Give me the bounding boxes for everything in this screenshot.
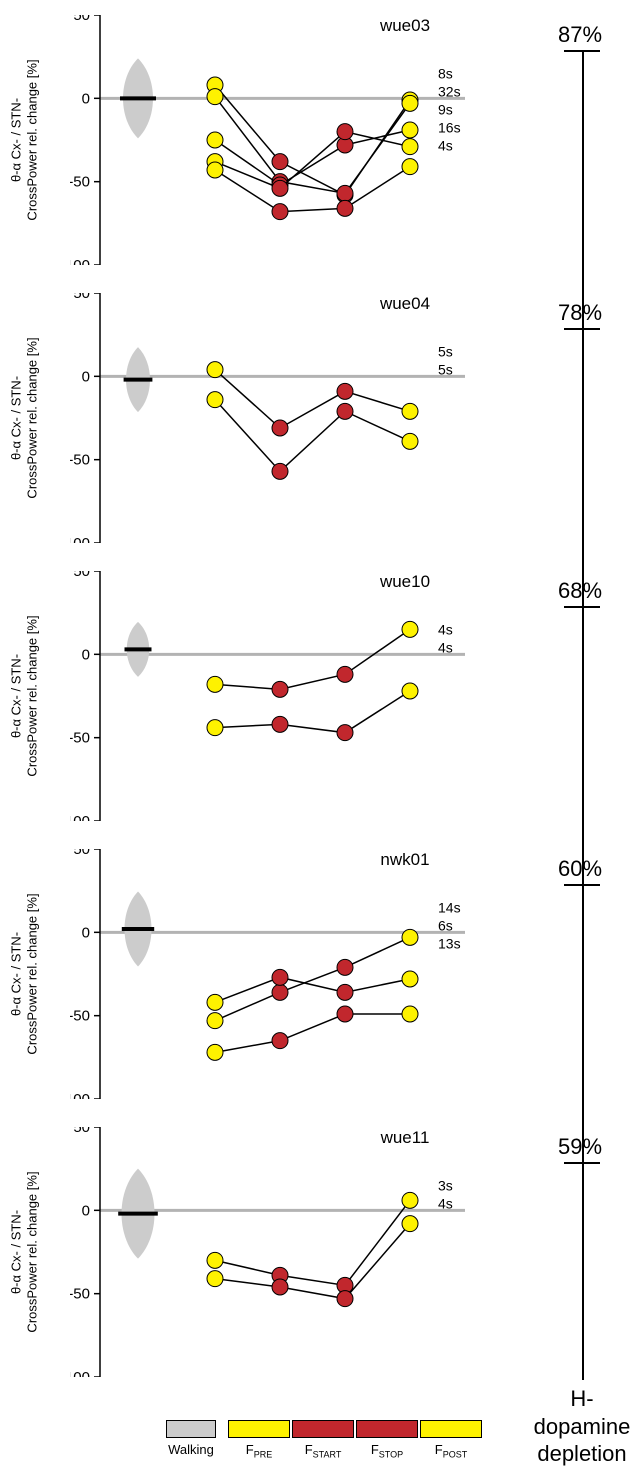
svg-text:14s: 14s	[438, 899, 461, 915]
y-axis-label: θ-α Cx- / STN-CrossPower rel. change [%]	[8, 40, 39, 240]
svg-text:-50: -50	[70, 1008, 90, 1025]
dopamine-pct-wue10: 68%	[530, 578, 630, 604]
svg-text:wue03: wue03	[379, 16, 430, 35]
dopamine-tick	[564, 50, 600, 52]
svg-text:5s: 5s	[438, 343, 453, 359]
svg-text:32s: 32s	[438, 83, 461, 99]
panel-wue11: 50 0 -50 -100 3s 4s wue11	[70, 1127, 465, 1377]
dopamine-axis-label: H-dopaminedepletion	[517, 1385, 633, 1468]
panel-plot: 50 0 -50 -100 4s 4s wue10	[70, 571, 465, 821]
svg-text:3s: 3s	[438, 1177, 453, 1193]
svg-text:50: 50	[73, 1127, 90, 1136]
svg-text:0: 0	[82, 1202, 90, 1219]
svg-text:-50: -50	[70, 174, 90, 191]
legend-label: FSTOP	[356, 1442, 418, 1460]
svg-text:0: 0	[82, 924, 90, 941]
legend-label: FSTART	[292, 1442, 354, 1460]
panel-plot: 50 0 -50 -100 5s 5s wue04	[70, 293, 465, 543]
legend-box-walking	[166, 1420, 216, 1438]
svg-text:-100: -100	[70, 257, 90, 265]
svg-text:-50: -50	[70, 452, 90, 469]
dopamine-axis	[582, 50, 584, 1380]
svg-text:0: 0	[82, 646, 90, 663]
legend-label: FPOST	[420, 1442, 482, 1460]
legend-label: Walking	[166, 1442, 216, 1457]
svg-text:wue11: wue11	[380, 1128, 430, 1147]
dopamine-pct-wue11: 59%	[530, 1134, 630, 1160]
svg-text:-50: -50	[70, 730, 90, 747]
svg-text:-100: -100	[70, 1369, 90, 1377]
dopamine-tick	[564, 1162, 600, 1164]
legend-box-f_stop	[356, 1420, 418, 1438]
dopamine-pct-nwk01: 60%	[530, 856, 630, 882]
svg-text:50: 50	[73, 15, 90, 24]
panel-wue03: 50 0 -50 -100 8s 32s 9s 16s 4s wue03	[70, 15, 465, 265]
svg-text:6s: 6s	[438, 917, 453, 933]
svg-text:50: 50	[73, 571, 90, 580]
svg-text:0: 0	[82, 368, 90, 385]
svg-text:50: 50	[73, 849, 90, 858]
svg-text:50: 50	[73, 293, 90, 302]
y-axis-label: θ-α Cx- / STN-CrossPower rel. change [%]	[8, 596, 39, 796]
dopamine-tick	[564, 884, 600, 886]
svg-text:5s: 5s	[438, 361, 453, 377]
panel-plot: 50 0 -50 -100 8s 32s 9s 16s 4s wue03	[70, 15, 465, 265]
svg-text:9s: 9s	[438, 101, 453, 117]
legend-box-f_pre	[228, 1420, 290, 1438]
svg-text:13s: 13s	[438, 935, 461, 951]
panel-plot: 50 0 -50 -100 3s 4s wue11	[70, 1127, 465, 1377]
y-axis-label: θ-α Cx- / STN-CrossPower rel. change [%]	[8, 1152, 39, 1352]
svg-text:4s: 4s	[438, 621, 453, 637]
legend-box-f_post	[420, 1420, 482, 1438]
svg-text:0: 0	[82, 90, 90, 107]
svg-text:nwk01: nwk01	[380, 850, 429, 869]
svg-text:wue10: wue10	[379, 572, 430, 591]
svg-text:8s: 8s	[438, 65, 453, 81]
panel-wue04: 50 0 -50 -100 5s 5s wue04	[70, 293, 465, 543]
dopamine-pct-wue03: 87%	[530, 22, 630, 48]
y-axis-label: θ-α Cx- / STN-CrossPower rel. change [%]	[8, 874, 39, 1074]
svg-text:4s: 4s	[438, 639, 453, 655]
svg-text:4s: 4s	[438, 137, 453, 153]
svg-text:16s: 16s	[438, 119, 461, 135]
svg-text:-100: -100	[70, 1091, 90, 1099]
panel-nwk01: 50 0 -50 -100 14s 6s 13s nwk01	[70, 849, 465, 1099]
svg-text:-100: -100	[70, 535, 90, 543]
dopamine-pct-wue04: 78%	[530, 300, 630, 326]
svg-text:-100: -100	[70, 813, 90, 821]
dopamine-tick	[564, 328, 600, 330]
svg-text:4s: 4s	[438, 1195, 453, 1211]
panel-wue10: 50 0 -50 -100 4s 4s wue10	[70, 571, 465, 821]
dopamine-tick	[564, 606, 600, 608]
panel-plot: 50 0 -50 -100 14s 6s 13s nwk01	[70, 849, 465, 1099]
svg-text:-50: -50	[70, 1286, 90, 1303]
y-axis-label: θ-α Cx- / STN-CrossPower rel. change [%]	[8, 318, 39, 518]
legend-label: FPRE	[228, 1442, 290, 1460]
legend-box-f_start	[292, 1420, 354, 1438]
svg-text:wue04: wue04	[379, 294, 430, 313]
